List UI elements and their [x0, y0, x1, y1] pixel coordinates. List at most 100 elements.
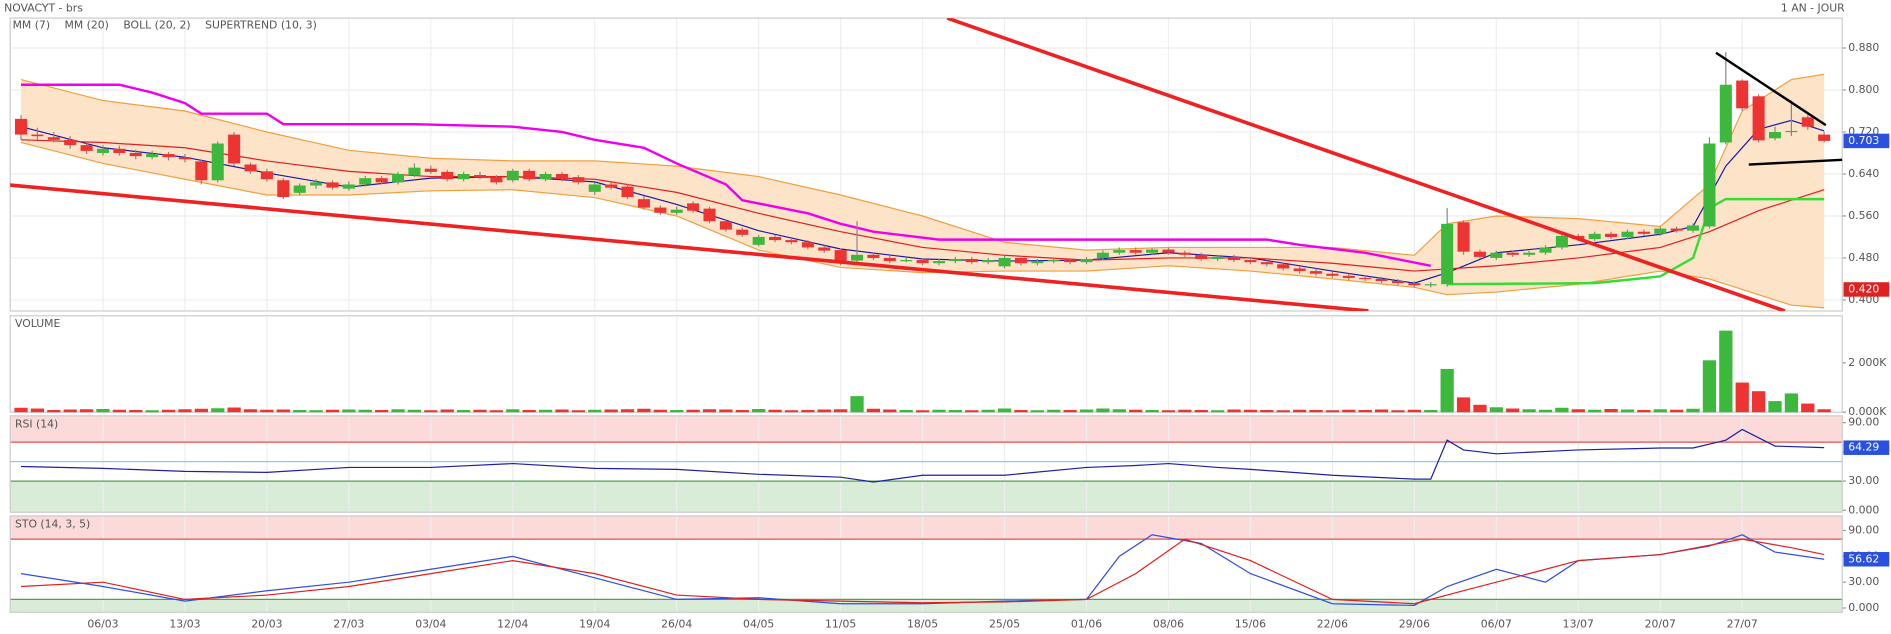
- period: 1 AN - JOUR: [1781, 1, 1845, 14]
- candle-body: [851, 254, 864, 261]
- candle-body: [277, 180, 290, 198]
- bollinger-lower: [20, 141, 1825, 309]
- candle-body: [949, 259, 962, 262]
- x-tick-label: 15/06: [1235, 617, 1266, 630]
- candle-body: [1293, 268, 1306, 272]
- x-tick-label: 11/05: [825, 617, 856, 630]
- band: [10, 599, 1843, 613]
- volume-bar: [866, 408, 881, 413]
- trendline: [946, 18, 1786, 311]
- candle-body: [555, 173, 568, 180]
- candle-body: [916, 260, 929, 264]
- volume-bar: [178, 409, 192, 413]
- last-value-box: [1843, 133, 1890, 149]
- candle-body: [1047, 260, 1060, 262]
- volume-bar: [391, 409, 405, 413]
- candle-body: [834, 250, 847, 264]
- volume-bar: [79, 409, 94, 413]
- candle-body: [736, 229, 749, 235]
- x-tick-label: 06/03: [87, 617, 118, 630]
- candle-body: [752, 236, 765, 245]
- volume-bar: [96, 409, 110, 413]
- volume-bar: [276, 409, 290, 413]
- candle-body: [785, 240, 798, 243]
- x-tick-label: 20/07: [1645, 617, 1676, 630]
- x-tick-label: 06/07: [1481, 617, 1512, 630]
- candle-body: [1605, 233, 1618, 237]
- x-tick-label: 29/06: [1399, 617, 1430, 630]
- volume-bar: [1555, 407, 1569, 413]
- candle-body: [883, 257, 896, 262]
- candle-body: [965, 259, 978, 263]
- candle-body: [178, 157, 191, 160]
- candle-body: [1736, 80, 1749, 109]
- candle-body: [1539, 247, 1552, 253]
- candle-body: [1391, 281, 1405, 284]
- candle-body: [1621, 231, 1634, 237]
- candle-body: [490, 177, 503, 183]
- candle-body: [195, 161, 208, 181]
- volume-bar: [358, 409, 372, 413]
- volume-bar: [1292, 409, 1307, 413]
- panel-title: RSI (14): [15, 417, 58, 430]
- volume-bar: [456, 409, 471, 413]
- bollinger-upper: [20, 73, 1825, 256]
- x-tick-label: 04/05: [743, 617, 774, 630]
- y-tick-label: 0.800: [1848, 83, 1879, 96]
- volume-bar: [1489, 407, 1503, 413]
- candle-body: [1178, 252, 1191, 255]
- volume-bar: [1129, 409, 1143, 413]
- indicator-line: [20, 139, 1825, 272]
- candle-body: [1408, 283, 1421, 286]
- panel-title: STO (14, 3, 5): [15, 517, 90, 530]
- last-value-box: [1843, 440, 1890, 455]
- y-tick-label: 90.00: [1848, 524, 1879, 537]
- candle-body: [523, 170, 536, 180]
- panel-frame: [9, 515, 1843, 613]
- volume-bar: [309, 410, 323, 413]
- y-tick-label: 2 000K: [1848, 356, 1887, 369]
- volume-bar: [1342, 409, 1356, 413]
- volume-bar: [948, 409, 963, 413]
- candle-body: [228, 134, 241, 164]
- last-value-label: 64.29: [1848, 441, 1879, 454]
- candle-body: [1801, 117, 1814, 127]
- volume-bar: [1112, 409, 1126, 413]
- legend-entry: MM (20): [65, 18, 109, 31]
- candle-body: [424, 168, 437, 172]
- volume-bar: [1407, 409, 1421, 413]
- volume-bar: [997, 408, 1012, 413]
- panel-frame: [9, 17, 1843, 312]
- candle-body: [375, 178, 388, 183]
- x-tick-label: 08/06: [1153, 617, 1184, 630]
- candle-body: [998, 257, 1011, 267]
- volume-bar: [1702, 360, 1717, 413]
- y-tick-label: 0.000: [1848, 601, 1879, 614]
- candle-body: [818, 247, 831, 251]
- volume-bar: [1801, 403, 1815, 413]
- volume-bar: [1637, 409, 1651, 413]
- volume-bar: [653, 409, 667, 413]
- volume-bar: [1522, 409, 1536, 413]
- x-tick-label: 26/04: [661, 617, 692, 630]
- marker-label: 0.420: [1848, 282, 1879, 295]
- volume-bar: [702, 409, 717, 413]
- volume-bar: [620, 409, 635, 413]
- volume-bar: [1751, 391, 1766, 413]
- candle-body: [80, 145, 93, 151]
- last-value-label: 0.703: [1848, 134, 1879, 147]
- x-tick-label: 27/07: [1727, 617, 1758, 630]
- trendline: [1715, 51, 1827, 127]
- candle-body: [1342, 275, 1355, 278]
- x-tick-label: 12/04: [497, 617, 528, 630]
- candle-body: [326, 182, 339, 188]
- candle-body: [310, 182, 323, 186]
- candle-body: [1064, 260, 1077, 263]
- x-tick-label: 19/04: [579, 617, 610, 630]
- trendline: [1748, 158, 1843, 166]
- volume-bar: [1653, 409, 1667, 413]
- candle-body: [1785, 130, 1798, 133]
- volume-bar: [1260, 409, 1274, 413]
- candle-body: [1424, 284, 1437, 286]
